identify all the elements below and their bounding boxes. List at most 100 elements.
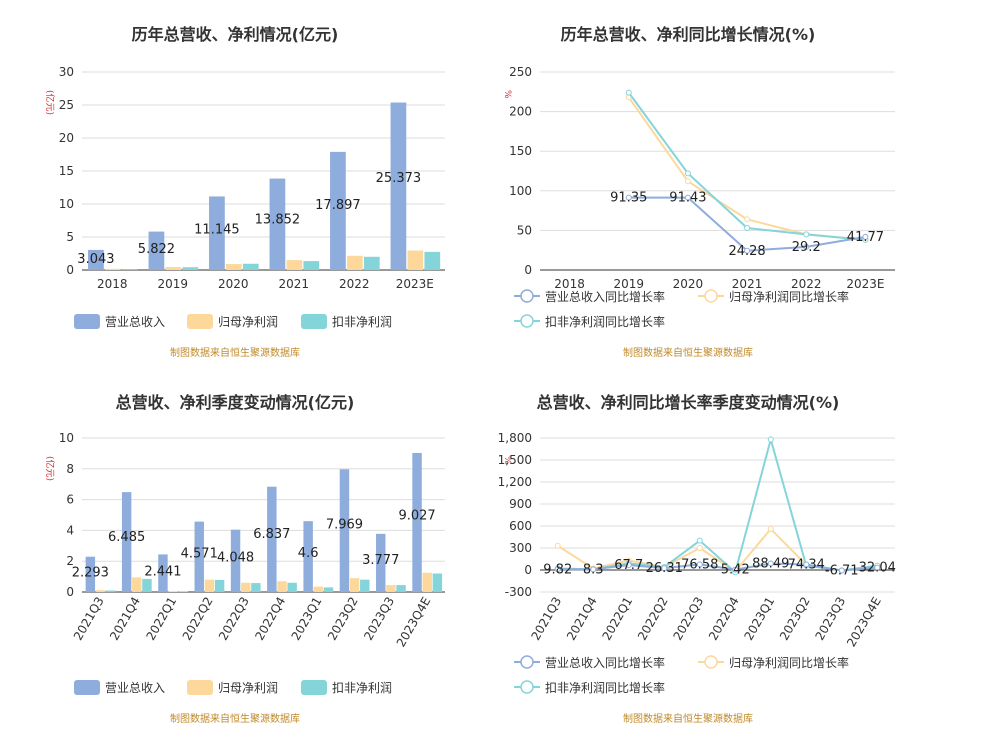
y-tick-label: 6 [66,493,74,507]
x-tick-label: 2023E [396,277,434,291]
bar-3 [105,590,116,592]
point-1 [803,243,810,250]
legend-swatch [187,314,213,329]
chart-title: 总营收、净利季度变动情况(亿元) [116,393,355,412]
point-1 [767,560,774,567]
x-tick-label: 2022Q3 [216,595,252,643]
y-tick-label: 50 [517,223,532,237]
bar-3 [182,267,199,270]
x-tick-label: 2020 [218,277,249,291]
x-tick-label: 2022Q4 [252,595,288,643]
bar-3 [323,587,334,592]
bar-3 [214,579,225,592]
legend-marker [704,289,718,303]
y-tick-label: 1,800 [498,431,532,445]
bar-2 [313,586,324,592]
source-note: 制图数据来自恒生聚源数据库 [170,346,300,359]
y-tick-label: 2 [66,554,74,568]
y-tick-label: 30 [59,65,74,79]
bar-1 [339,469,350,592]
x-tick-label: 2022Q2 [180,595,216,643]
y-tick-label: 5 [66,230,74,244]
legend-marker [520,289,534,303]
data-label: 4.571 [181,546,218,561]
bar-3 [432,573,443,592]
y-axis-unit: (亿元) [44,456,56,481]
y-tick-label: 0 [66,585,74,599]
data-label: 9.027 [398,509,435,524]
legend-swatch [187,680,213,695]
y-tick-label: 100 [509,184,532,198]
bar-1 [303,521,313,592]
point-1 [661,565,668,572]
point-3 [803,231,810,238]
legend-label: 扣非净利润同比增长率 [545,680,665,695]
bar-1 [330,151,346,270]
bar-2 [386,585,396,592]
y-tick-label: 0 [524,263,532,277]
legend-marker [520,314,534,328]
data-label: 13.852 [255,213,301,228]
bar-1 [158,554,168,592]
x-tick-label: 2021 [732,277,763,291]
bar-2 [349,578,360,592]
x-tick-label: 2023Q1 [289,595,325,643]
legend-marker [520,680,534,694]
legend-label: 扣非净利润 [332,681,392,695]
bar-1 [230,529,241,592]
x-tick-label: 2022Q2 [635,595,671,643]
bar-1 [194,521,204,592]
point-2 [744,216,751,223]
bar-1 [209,196,225,270]
legend-label: 归母净利润 [218,315,278,329]
data-label: 41.77 [847,230,884,245]
bar-3 [287,582,297,592]
point-1 [684,194,691,201]
bar-3 [251,583,261,592]
x-tick-label: 2022 [339,277,370,291]
x-tick-label: 2021Q4 [564,595,600,643]
point-1 [874,564,881,571]
data-label: 17.897 [315,198,361,213]
point-1 [862,233,869,240]
data-label: 88.49 [752,557,789,572]
data-label: 7.969 [326,518,363,533]
data-label: 32.04 [859,561,896,576]
bar-2 [204,579,215,592]
data-label: 6.837 [253,527,290,542]
bar-2 [95,590,106,592]
data-label: 11.145 [194,223,240,238]
data-label: 29.2 [792,240,821,255]
y-tick-label: 600 [509,519,532,533]
y-tick-label: 150 [509,144,532,158]
data-label: 74.34 [788,558,825,573]
bar-2 [407,250,424,270]
x-tick-label: 2023E [846,277,884,291]
x-tick-label: 2021Q3 [528,595,564,643]
y-tick-label: 20 [59,131,74,145]
y-tick-label: 0 [524,563,532,577]
y-tick-label: 300 [509,541,532,555]
y-tick-label: 15 [59,164,74,178]
x-tick-label: 2022Q1 [143,595,179,643]
point-1 [625,562,632,569]
chart-4: 总营收、净利同比增长率季度变动情况(%)% -300 0 300 600 900 1,200… [498,393,896,725]
y-tick-label: -300 [505,585,532,599]
data-label: 5.42 [721,563,750,578]
legend-label: 归母净利润 [218,681,278,695]
x-tick-label: 2022Q3 [670,595,706,643]
source-note: 制图数据来自恒生聚源数据库 [170,712,300,725]
x-tick-label: 2019 [613,277,644,291]
point-2 [684,178,691,185]
x-tick-label: 2019 [157,277,188,291]
bar-3 [363,256,380,270]
x-tick-label: 2023Q2 [325,595,361,643]
y-tick-label: 200 [509,105,532,119]
legend-swatch [74,680,100,695]
data-label: -6.71 [825,563,859,578]
bar-2 [132,577,142,592]
point-3 [625,89,632,96]
data-label: 24.28 [728,244,765,259]
legend-swatch [301,314,327,329]
bar-2 [286,260,303,270]
